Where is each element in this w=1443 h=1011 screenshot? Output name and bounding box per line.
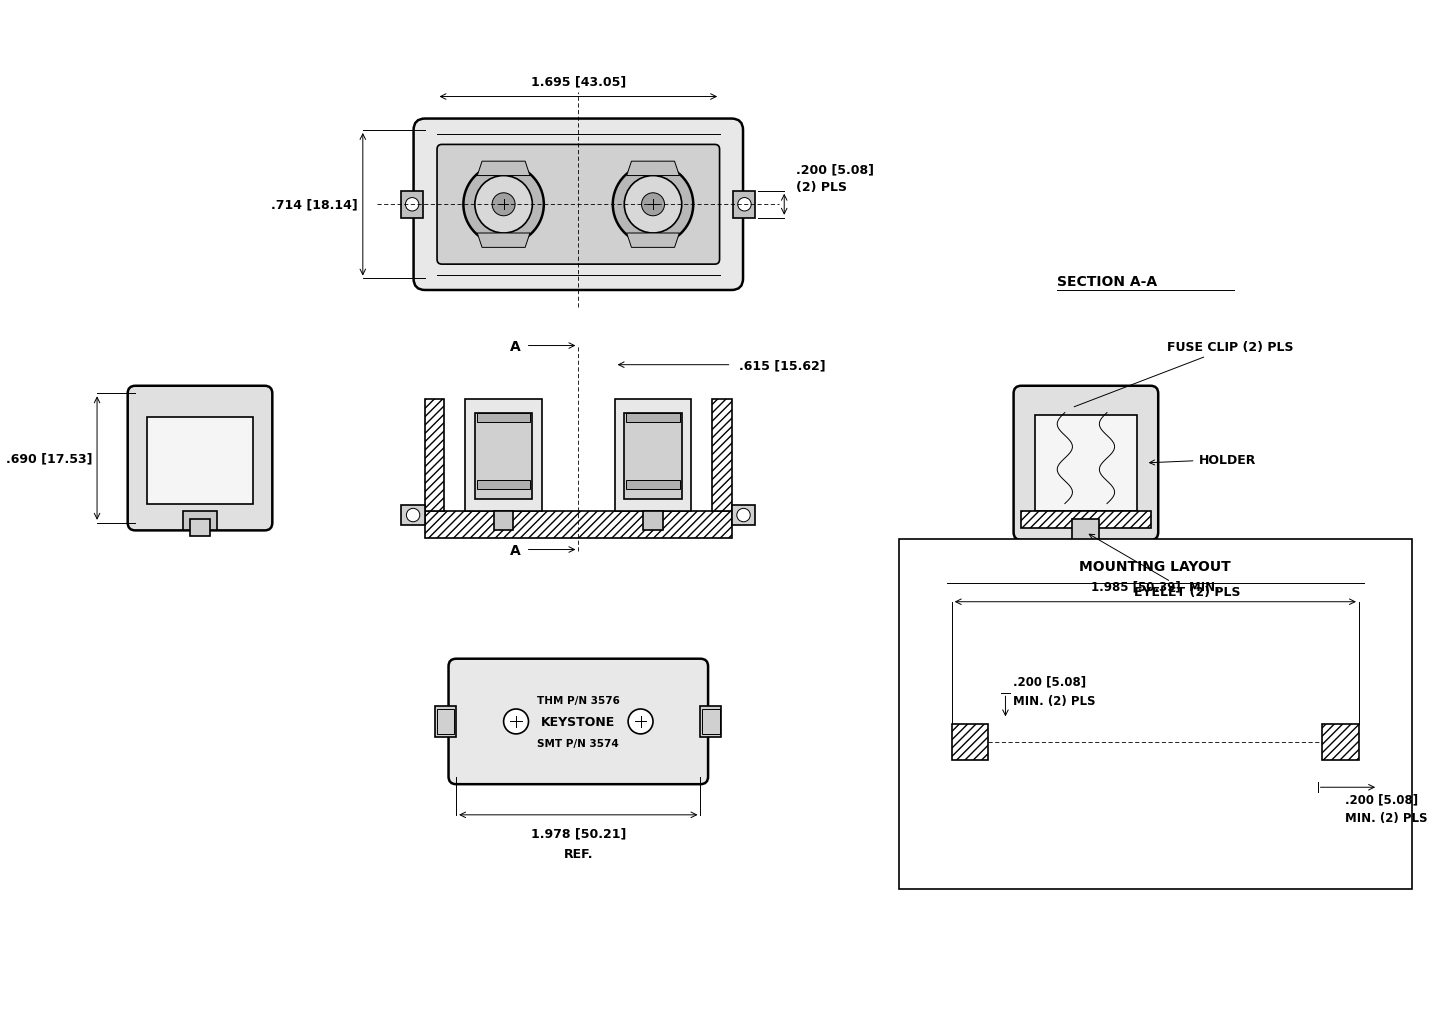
Polygon shape	[478, 162, 530, 176]
Polygon shape	[626, 162, 680, 176]
Bar	[899, 540, 1411, 889]
Bar	[1322, 724, 1359, 760]
Bar	[626, 480, 680, 489]
Text: MOUNTING LAYOUT: MOUNTING LAYOUT	[1079, 560, 1231, 573]
Circle shape	[737, 198, 752, 211]
Bar	[437, 710, 455, 734]
Text: .615 [15.62]: .615 [15.62]	[739, 359, 825, 372]
Text: MIN. (2) PLS: MIN. (2) PLS	[1345, 812, 1429, 824]
Polygon shape	[478, 234, 530, 248]
Bar	[1035, 417, 1137, 512]
Bar	[401, 506, 426, 525]
Text: KEYSTONE: KEYSTONE	[541, 715, 615, 728]
Text: .200 [5.08]: .200 [5.08]	[795, 164, 873, 176]
Text: THM P/N 3576: THM P/N 3576	[537, 696, 619, 706]
Text: 1.978 [50.21]: 1.978 [50.21]	[531, 827, 626, 839]
Text: HOLDER: HOLDER	[1150, 453, 1255, 466]
Text: (2) PLS: (2) PLS	[795, 181, 847, 193]
Bar	[426, 399, 444, 512]
FancyBboxPatch shape	[414, 119, 743, 291]
Circle shape	[463, 165, 544, 246]
Bar	[436, 707, 456, 737]
Bar	[626, 413, 680, 423]
Bar	[703, 710, 720, 734]
Text: 1.695 [43.05]: 1.695 [43.05]	[531, 75, 626, 88]
Bar	[183, 512, 218, 531]
Text: SECTION A-A: SECTION A-A	[1058, 275, 1157, 289]
Bar	[1022, 512, 1150, 528]
Bar	[401, 192, 423, 218]
FancyBboxPatch shape	[437, 146, 720, 265]
Text: .690 [17.53]: .690 [17.53]	[6, 452, 92, 465]
Circle shape	[737, 509, 750, 523]
Bar	[733, 192, 756, 218]
Circle shape	[475, 176, 532, 234]
Text: FUSE CLIP (2) PLS: FUSE CLIP (2) PLS	[1074, 341, 1294, 407]
Text: 1.985 [50.39]  MIN.: 1.985 [50.39] MIN.	[1091, 579, 1219, 592]
Circle shape	[407, 509, 420, 523]
Text: .200 [5.08]: .200 [5.08]	[1345, 793, 1418, 805]
Bar	[190, 520, 209, 537]
Bar	[700, 707, 722, 737]
Circle shape	[492, 193, 515, 216]
Circle shape	[642, 193, 665, 216]
Bar	[147, 418, 253, 504]
Bar	[732, 506, 756, 525]
Circle shape	[613, 165, 693, 246]
Bar	[475, 413, 532, 499]
Text: A: A	[509, 543, 521, 557]
Text: EYELET (2) PLS: EYELET (2) PLS	[1089, 535, 1241, 598]
Polygon shape	[626, 234, 680, 248]
Bar	[952, 724, 988, 760]
Bar	[426, 512, 732, 539]
FancyBboxPatch shape	[449, 659, 709, 785]
Bar	[713, 399, 732, 512]
Text: .714 [18.14]: .714 [18.14]	[271, 198, 358, 211]
Text: MIN. (2) PLS: MIN. (2) PLS	[1013, 695, 1095, 707]
Bar	[465, 399, 543, 512]
Circle shape	[628, 710, 654, 734]
Text: .200 [5.08]: .200 [5.08]	[1013, 675, 1087, 687]
Bar	[1072, 520, 1100, 541]
Bar	[476, 480, 531, 489]
Text: REF.: REF.	[564, 847, 593, 860]
Bar	[476, 413, 531, 423]
Circle shape	[504, 710, 528, 734]
Bar	[494, 512, 514, 531]
FancyBboxPatch shape	[127, 386, 273, 531]
Circle shape	[405, 198, 418, 211]
Bar	[625, 413, 681, 499]
Text: A: A	[509, 340, 521, 353]
Bar	[615, 399, 691, 512]
FancyBboxPatch shape	[1013, 386, 1159, 541]
Circle shape	[625, 176, 681, 234]
Text: SMT P/N 3574: SMT P/N 3574	[537, 738, 619, 748]
Bar	[644, 512, 662, 531]
